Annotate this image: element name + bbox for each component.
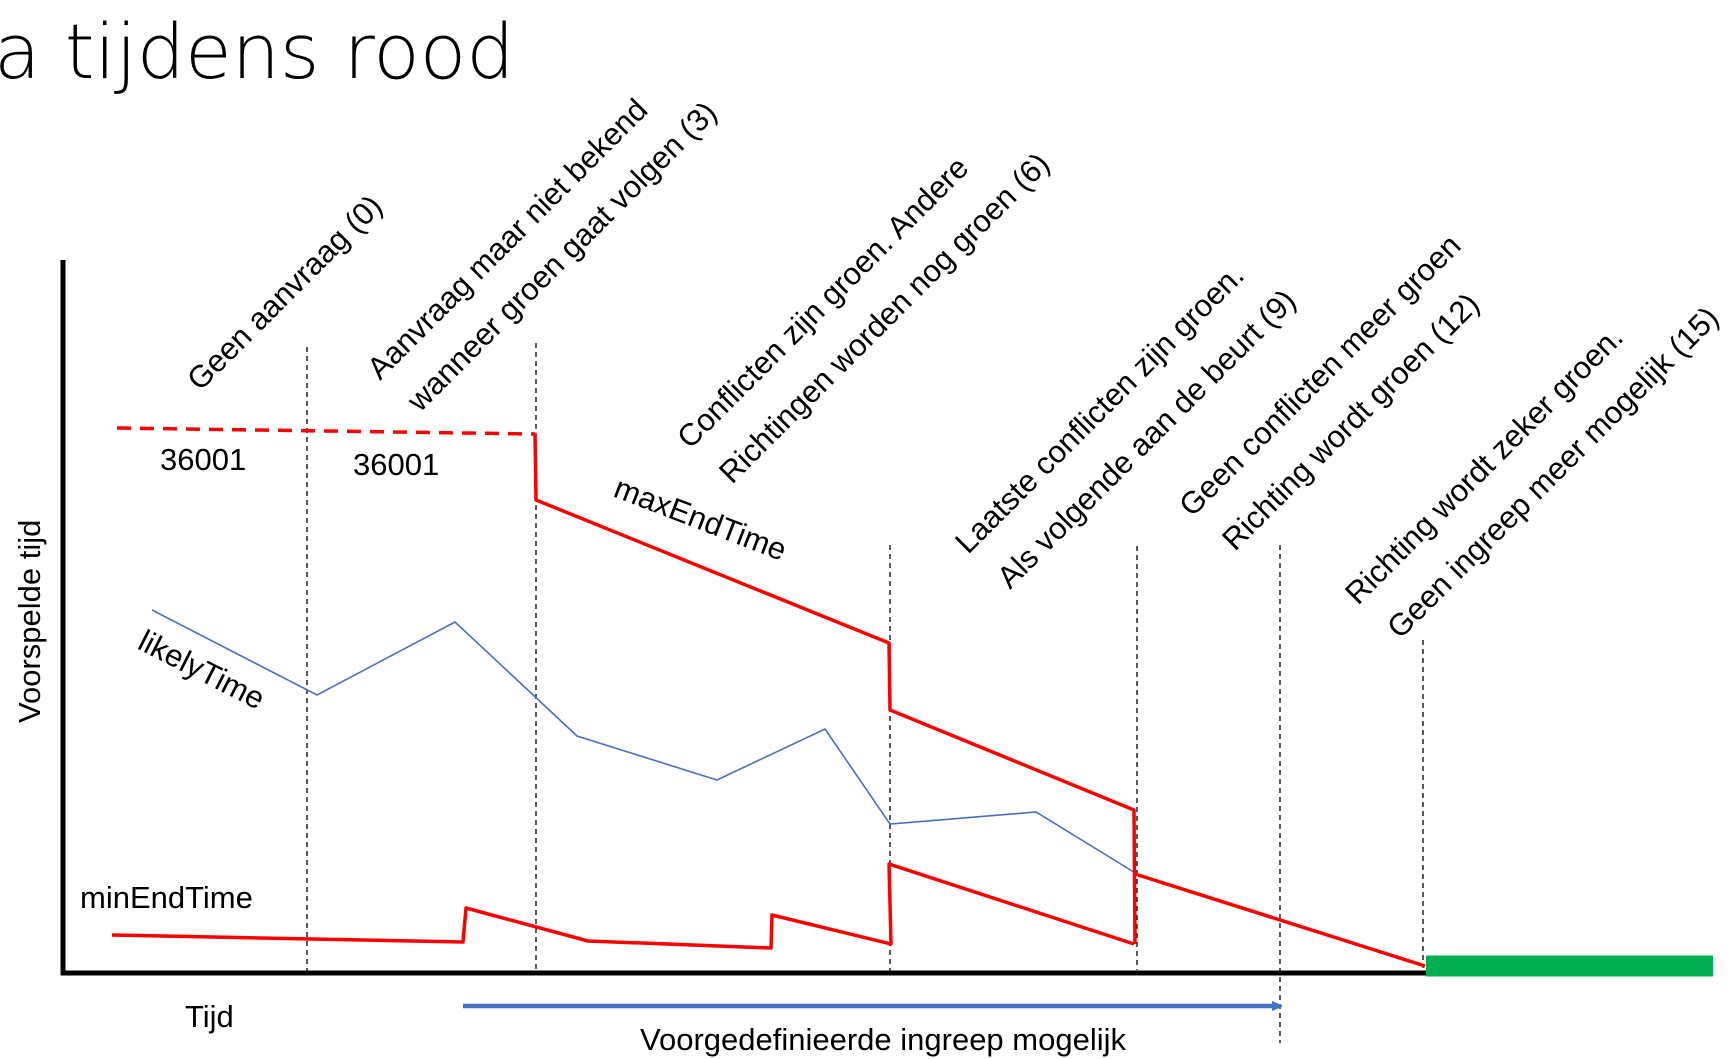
axes: [60, 260, 1426, 976]
phase-boundaries: [306, 343, 1424, 1043]
min-end-time-line: [111, 862, 1135, 950]
max-end-time-line: [533, 433, 1137, 945]
phase-3-label-line2: wanneer groen gaat volgen (3): [399, 95, 723, 419]
y-axis-label: Voorspelde tijd: [12, 520, 47, 723]
likely-time-line: [151, 609, 1138, 875]
phase-9-label-line1: Laatste conflicten zijn groen.: [948, 257, 1251, 560]
page-title: a tijdens rood: [0, 7, 515, 96]
intervention-label: Voorgedefinieerde ingreep mogelijk: [640, 1022, 1126, 1057]
value-label-phase-3: 36001: [353, 447, 439, 482]
phase-15-label-line1: Richting wordt zeker groen.: [1338, 319, 1630, 611]
max-end-time-final-line: [1134, 872, 1426, 968]
x-axis-label: Tijd: [185, 999, 234, 1034]
likely-time-label: likelyTime: [133, 623, 271, 716]
phase-annotations: Geen aanvraag (0) Aanvraag maar niet bek…: [180, 92, 1725, 645]
min-end-time-label: minEndTime: [80, 880, 253, 915]
phase-6-label-line2: Richtingen worden nog groen (6): [712, 146, 1056, 490]
phase-3-label-line1: Aanvraag maar niet bekend: [360, 92, 654, 386]
phase-0-label: Geen aanvraag (0): [180, 188, 389, 397]
phase-6-label-line1: Conflicten zijn groen. Andere: [670, 150, 975, 455]
max-end-time-unknown-line: [116, 426, 536, 436]
max-end-time-label: maxEndTime: [609, 470, 791, 568]
value-label-phase-0: 36001: [160, 442, 246, 477]
